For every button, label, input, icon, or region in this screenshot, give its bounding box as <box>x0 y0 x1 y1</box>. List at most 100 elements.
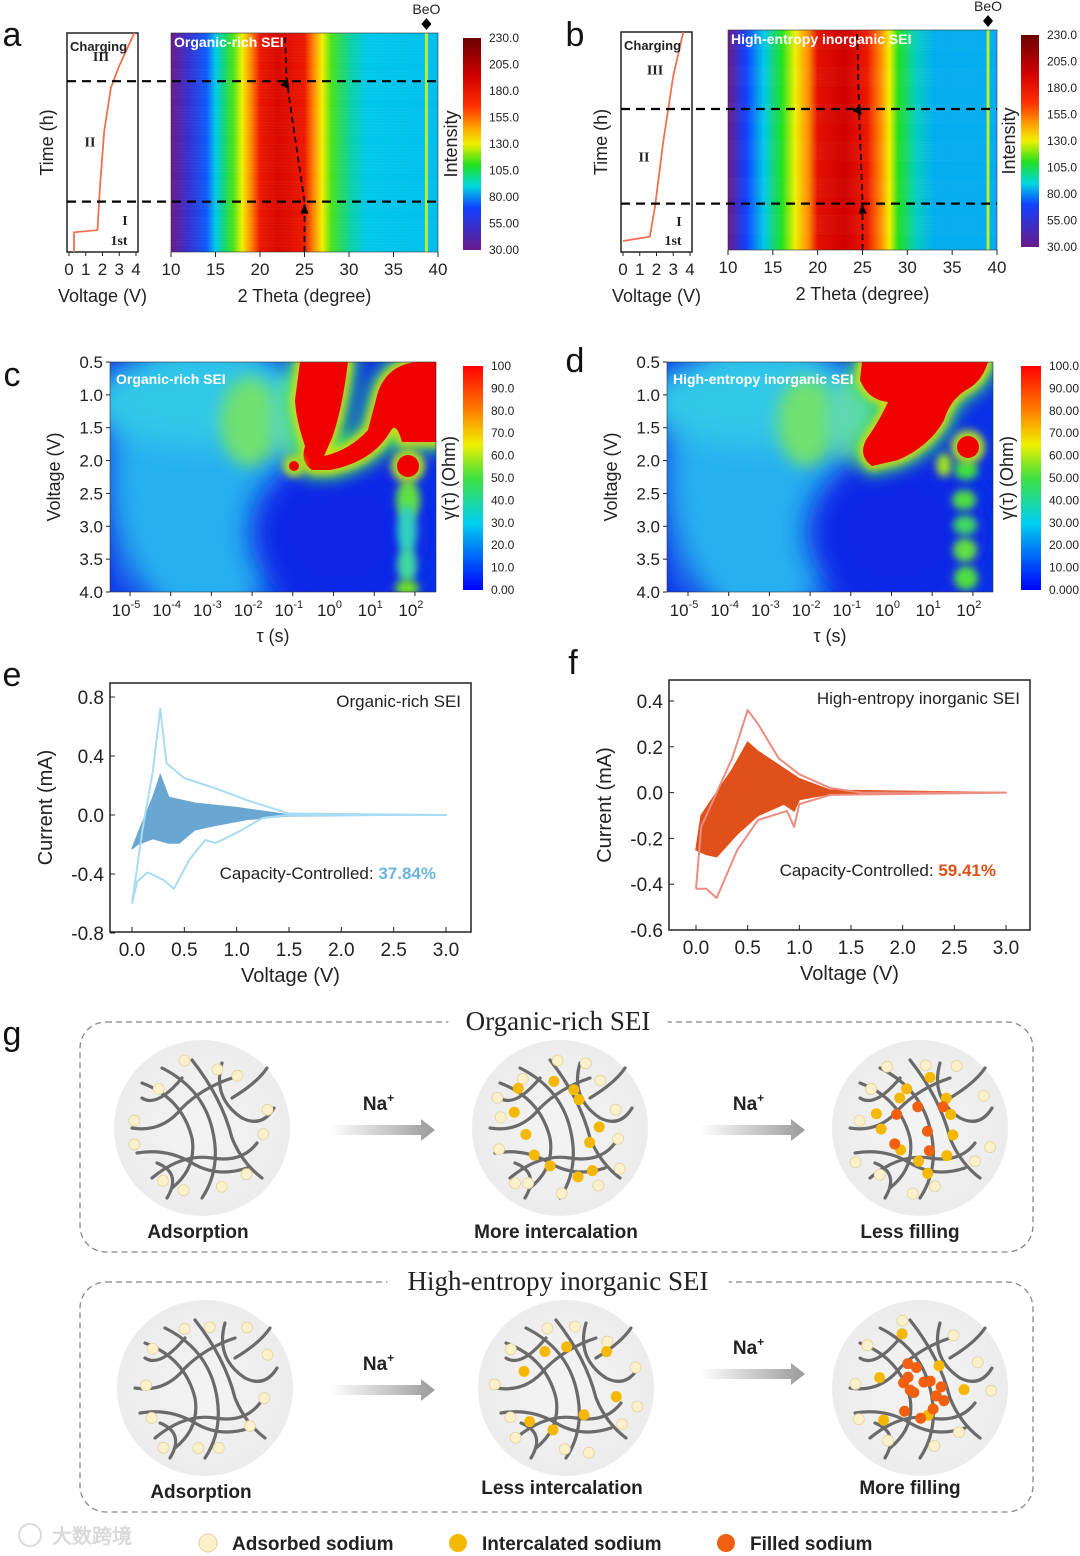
colorbar-tick-label: 50.0 <box>491 471 515 485</box>
stage-more-filling: More filling <box>832 1300 1008 1499</box>
adsorbed-sodium-dot <box>849 1156 862 1169</box>
sei-chain <box>878 1326 935 1460</box>
sei-chain <box>158 1421 178 1460</box>
y-tick-label: 2.5 <box>636 484 660 503</box>
heatmap-title: High-entropy inorganic SEI <box>673 371 853 387</box>
intercalated-sodium-dot <box>548 1075 560 1087</box>
intercalated-sodium-dot <box>568 1084 580 1096</box>
y-tick-label: 1.0 <box>636 386 660 405</box>
intercalated-sodium-dot <box>901 1083 913 1095</box>
x-tick-label: 100 <box>317 599 342 620</box>
filled-sodium-dot <box>927 1403 939 1415</box>
heatmap-noise <box>727 66 998 70</box>
watermark: 大数跨境 <box>52 1524 132 1548</box>
filled-sodium-dot <box>902 1371 914 1383</box>
intercalated-sodium-dot <box>508 1106 520 1118</box>
adsorbed-sodium-dot <box>157 1441 170 1454</box>
x-tick-label: 35 <box>943 258 962 277</box>
legend-label: Filled sodium <box>750 1534 872 1555</box>
adsorbed-sodium-dot <box>906 1187 919 1200</box>
heatmap-noise <box>170 106 439 110</box>
heatmap-noise <box>727 31 998 35</box>
legend-label: Intercalated sodium <box>482 1534 662 1555</box>
heatmap-noise <box>170 90 439 94</box>
y-tick-label: 3.5 <box>79 550 103 569</box>
heatmap-noise <box>170 47 439 51</box>
intercalated-sodium-dot <box>561 1341 573 1353</box>
legend-swatch <box>449 1534 467 1552</box>
x-tick-label: 1 <box>81 260 90 279</box>
heatmap-noise <box>727 177 998 181</box>
heatmap-noise <box>727 47 998 51</box>
x-tick-label: 1 <box>635 260 644 279</box>
na-arrow-icon <box>330 1119 435 1141</box>
heatmap-noise <box>727 148 998 152</box>
stage-less-intercalation: Less intercalation <box>478 1300 654 1499</box>
y-tick-label: 0.2 <box>637 738 663 759</box>
heatmap-noise <box>727 80 998 84</box>
heatmap-noise <box>170 155 439 159</box>
x-tick-label: 101 <box>358 599 383 620</box>
x-tick-label: 10-1 <box>274 599 303 620</box>
colorbar-tick-label: 130.0 <box>1047 134 1077 148</box>
heatmap-noise <box>727 105 998 109</box>
adsorbed-sodium-dot <box>241 1321 253 1334</box>
filled-sodium-dot <box>899 1405 911 1417</box>
adsorbed-sodium-dot <box>509 1177 521 1190</box>
x-tick-label: 10-4 <box>152 599 181 620</box>
region-label-II: II <box>639 150 650 165</box>
cycle-label: 1st <box>664 234 681 249</box>
adsorbed-sodium-dot <box>157 1174 169 1187</box>
heatmap-title: Organic-rich SEI <box>174 34 284 50</box>
adsorbed-sodium-dot <box>896 1314 909 1327</box>
sei-chain <box>143 1336 187 1363</box>
heatmap-noise <box>170 189 439 193</box>
heatmap-noise <box>727 142 998 146</box>
colorbar-tick-label: 230.0 <box>1047 28 1077 42</box>
sei-chain <box>513 1161 533 1200</box>
sei-chain <box>514 1401 623 1440</box>
y-tick-label: -0.4 <box>630 875 663 896</box>
na-arrow-icon <box>330 1379 435 1401</box>
y-tick-label: -0.6 <box>630 921 663 942</box>
adsorbed-sodium-dot <box>984 1141 997 1154</box>
cycle-label: 1st <box>110 234 127 249</box>
heatmap-noise <box>727 70 998 74</box>
adsorbed-sodium-dot <box>629 1361 642 1374</box>
colorbar-tick-label: 205.0 <box>489 58 519 72</box>
na-arrow-icon <box>700 1119 805 1141</box>
colorbar-tick-label: 70.00 <box>1049 426 1079 440</box>
intercalated-sodium-dot <box>940 1092 952 1104</box>
colorbar-tick-label: 70.0 <box>491 426 515 440</box>
colorbar-tick-label: 180.0 <box>1047 81 1077 95</box>
x-tick-label: 2.0 <box>328 940 354 961</box>
adsorbed-sodium-dot <box>261 1348 274 1361</box>
sei-chain <box>518 1066 575 1200</box>
adsorbed-sodium-dot <box>558 1443 571 1455</box>
heatmap-noise <box>170 72 439 76</box>
colorbar-label: γ(τ) (Ohm) <box>439 436 459 520</box>
colorbar <box>463 366 483 590</box>
heatmap-noise <box>727 29 998 33</box>
sei-chain <box>135 1150 249 1174</box>
adsorbed-sodium-dot <box>592 1179 605 1192</box>
x-tick-label: 25 <box>853 258 872 277</box>
sei-chain <box>504 1341 559 1450</box>
filled-sodium-dot <box>935 1381 947 1393</box>
adsorbed-sodium-dot <box>541 1322 554 1335</box>
intercalated-sodium-dot <box>947 1129 959 1141</box>
voltage-curve <box>73 32 136 252</box>
heatmap-noise <box>170 223 439 227</box>
heatmap-noise <box>727 37 998 41</box>
heatmap-noise <box>170 152 439 156</box>
intercalated-sodium-dot <box>913 1155 925 1167</box>
colorbar-tick-label: 105.0 <box>489 164 519 178</box>
colorbar-tick-label: 55.00 <box>1047 214 1077 228</box>
column-feature <box>954 460 978 480</box>
intercalated-sodium-dot <box>933 1360 945 1372</box>
heatmap-noise <box>727 119 998 123</box>
heatmap-noise <box>170 87 439 91</box>
column-feature <box>954 566 978 590</box>
x-axis-label: 2 Theta (degree) <box>238 286 372 306</box>
sei-chain <box>908 1318 982 1440</box>
